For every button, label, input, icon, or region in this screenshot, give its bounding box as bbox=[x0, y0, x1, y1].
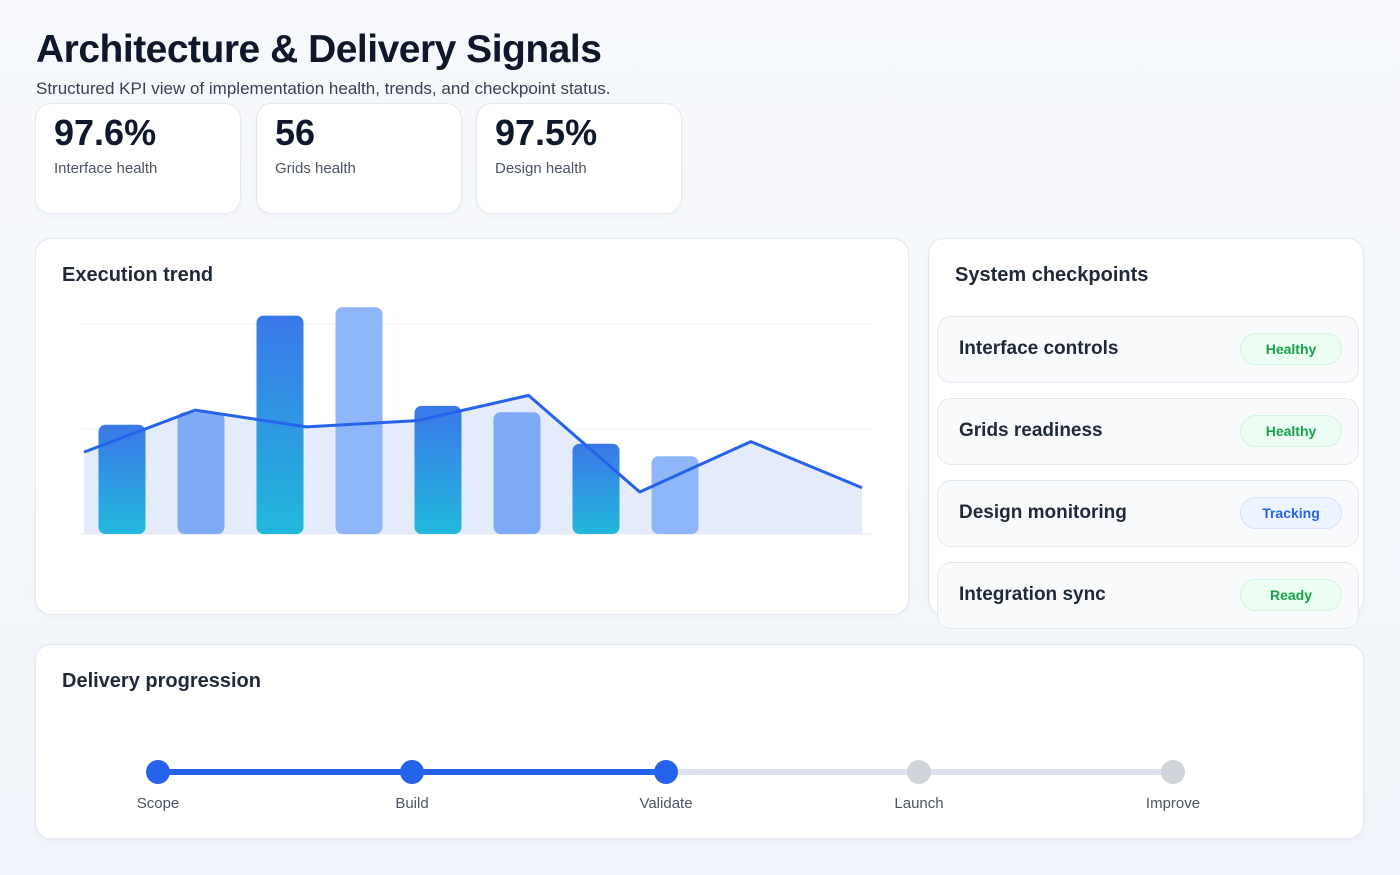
checkpoint-item[interactable]: Integration sync Ready bbox=[937, 562, 1359, 629]
delivery-progression-card: Delivery progression Scope Build Validate L… bbox=[35, 644, 1364, 839]
step-label: Launch bbox=[894, 795, 944, 812]
execution-trend-card: Execution trend bbox=[35, 238, 909, 615]
kpi-card-design: 97.5% Design health bbox=[476, 103, 682, 214]
status-badge: Healthy bbox=[1240, 333, 1342, 365]
kpi-card-interface: 97.6% Interface health bbox=[35, 103, 241, 214]
step-dot-build[interactable] bbox=[400, 760, 424, 784]
checkpoint-item[interactable]: Grids readiness Healthy bbox=[937, 398, 1359, 465]
bar-4 bbox=[335, 307, 383, 534]
system-checkpoints-card: System checkpoints Interface controls Hea… bbox=[928, 238, 1364, 629]
checkpoint-item[interactable]: Design monitoring Tracking bbox=[937, 480, 1359, 547]
bar-5 bbox=[414, 405, 462, 534]
kpi-label: Grids health bbox=[275, 160, 356, 177]
step-dot-launch[interactable] bbox=[907, 760, 931, 784]
kpi-value: 97.5% bbox=[495, 112, 598, 153]
bar-8 bbox=[651, 456, 699, 534]
status-badge: Healthy bbox=[1240, 415, 1342, 447]
step-connector bbox=[158, 769, 412, 775]
step-connector bbox=[919, 769, 1173, 775]
kpi-value: 97.6% bbox=[54, 112, 157, 153]
step-label: Scope bbox=[136, 795, 180, 812]
page-title: Architecture & Delivery Signals bbox=[36, 28, 602, 71]
kpi-value: 56 bbox=[275, 112, 316, 153]
step-label: Improve bbox=[1145, 795, 1201, 812]
execution-trend-title: Execution trend bbox=[62, 264, 214, 286]
bar-6 bbox=[493, 412, 541, 534]
checkpoint-name: Design monitoring bbox=[959, 502, 1127, 523]
trend-line bbox=[83, 393, 863, 494]
execution-trend-chart bbox=[81, 307, 872, 535]
step-connector bbox=[412, 769, 666, 775]
checkpoint-name: Interface controls bbox=[959, 338, 1119, 359]
checkpoints-title: System checkpoints bbox=[955, 264, 1149, 286]
bar-7 bbox=[572, 443, 620, 534]
checkpoint-item[interactable]: Interface controls Healthy bbox=[937, 316, 1359, 383]
step-dot-validate[interactable] bbox=[654, 760, 678, 784]
kpi-card-grids: 56 Grids health bbox=[256, 103, 462, 214]
kpi-label: Design health bbox=[495, 160, 587, 177]
step-label: Validate bbox=[639, 795, 693, 812]
checkpoint-name: Integration sync bbox=[959, 584, 1106, 605]
checkpoint-name: Grids readiness bbox=[959, 420, 1103, 441]
bar-1 bbox=[98, 424, 146, 534]
status-badge: Tracking bbox=[1240, 497, 1342, 529]
step-dot-improve[interactable] bbox=[1161, 760, 1185, 784]
kpi-label: Interface health bbox=[54, 160, 158, 177]
step-connector bbox=[666, 769, 919, 775]
page-subtitle: Structured KPI view of implementation he… bbox=[36, 79, 611, 98]
bar-2 bbox=[177, 412, 225, 534]
step-label: Build bbox=[395, 795, 429, 812]
step-dot-scope[interactable] bbox=[146, 760, 170, 784]
bar-3 bbox=[256, 315, 304, 534]
status-badge: Ready bbox=[1240, 579, 1342, 611]
delivery-title: Delivery progression bbox=[62, 670, 261, 692]
